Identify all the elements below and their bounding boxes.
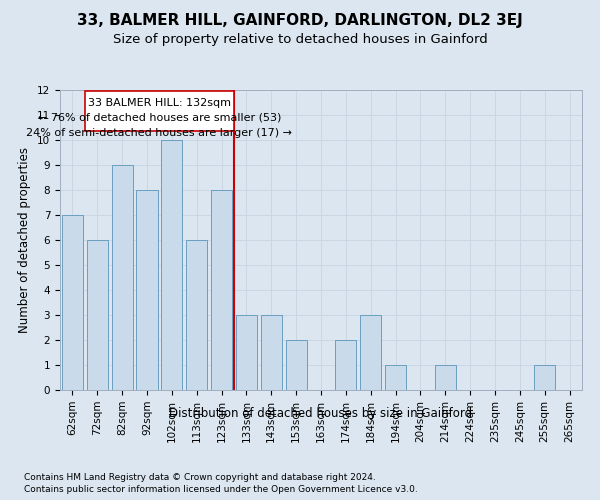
Y-axis label: Number of detached properties: Number of detached properties <box>19 147 31 333</box>
Text: 24% of semi-detached houses are larger (17) →: 24% of semi-detached houses are larger (… <box>26 128 292 138</box>
Bar <box>435 365 456 390</box>
Bar <box>360 315 381 390</box>
Bar <box>335 340 356 390</box>
Bar <box>261 315 282 390</box>
Bar <box>385 365 406 390</box>
Bar <box>534 365 555 390</box>
Text: Contains public sector information licensed under the Open Government Licence v3: Contains public sector information licen… <box>24 485 418 494</box>
Text: 33 BALMER HILL: 132sqm: 33 BALMER HILL: 132sqm <box>88 98 231 108</box>
Bar <box>236 315 257 390</box>
Text: ← 76% of detached houses are smaller (53): ← 76% of detached houses are smaller (53… <box>38 112 281 122</box>
Text: 33, BALMER HILL, GAINFORD, DARLINGTON, DL2 3EJ: 33, BALMER HILL, GAINFORD, DARLINGTON, D… <box>77 12 523 28</box>
Text: Distribution of detached houses by size in Gainford: Distribution of detached houses by size … <box>169 408 473 420</box>
Bar <box>112 165 133 390</box>
Bar <box>161 140 182 390</box>
Bar <box>186 240 207 390</box>
Bar <box>87 240 108 390</box>
Bar <box>286 340 307 390</box>
Bar <box>211 190 232 390</box>
Text: Contains HM Land Registry data © Crown copyright and database right 2024.: Contains HM Land Registry data © Crown c… <box>24 472 376 482</box>
Bar <box>85 91 233 131</box>
Bar <box>136 190 158 390</box>
Text: Size of property relative to detached houses in Gainford: Size of property relative to detached ho… <box>113 32 487 46</box>
Bar <box>62 215 83 390</box>
